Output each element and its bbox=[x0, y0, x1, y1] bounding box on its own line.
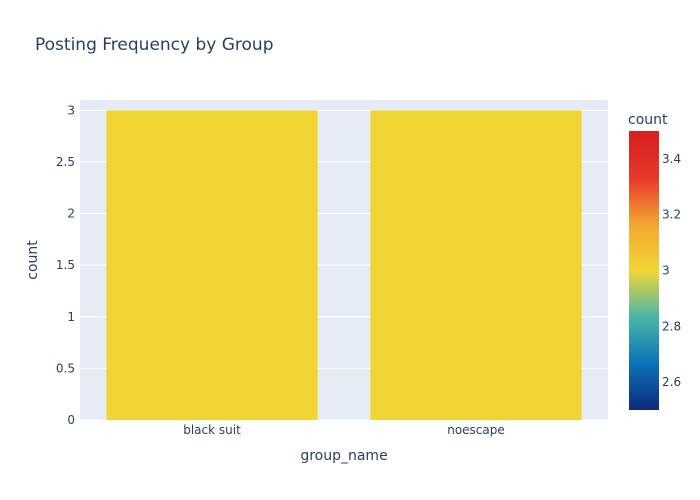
y-tick-label: 2.5 bbox=[56, 155, 75, 169]
y-tick-label: 3 bbox=[67, 103, 75, 117]
y-axis-title: count bbox=[25, 240, 41, 280]
colorbar-tick-label: 3 bbox=[662, 264, 670, 278]
bar bbox=[370, 110, 582, 421]
y-tick-label: 2 bbox=[67, 207, 75, 221]
x-axis-title: group_name bbox=[300, 448, 387, 464]
colorbar-title: count bbox=[628, 112, 668, 128]
colorbar-tick-label: 2.6 bbox=[662, 375, 681, 389]
colorbar-tick-label: 3.2 bbox=[662, 208, 681, 222]
colorbar-tick-label: 2.8 bbox=[662, 319, 681, 333]
colorbar bbox=[629, 131, 659, 410]
y-tick-label: 1.5 bbox=[56, 258, 75, 272]
bars bbox=[106, 110, 582, 421]
x-tick-label: black suit bbox=[183, 423, 241, 437]
y-tick-label: 1 bbox=[67, 310, 75, 324]
y-axis-ticks: 0 0.5 1 1.5 2 2.5 3 bbox=[56, 103, 75, 427]
colorbar-ticks: 2.6 2.8 3 3.2 3.4 bbox=[662, 152, 681, 389]
colorbar-tick-label: 3.4 bbox=[662, 152, 681, 166]
x-tick-label: noescape bbox=[447, 423, 505, 437]
y-tick-label: 0 bbox=[67, 413, 75, 427]
bar bbox=[106, 110, 318, 421]
x-axis-ticks: black suit noescape bbox=[183, 423, 505, 437]
chart-title: Posting Frequency by Group bbox=[35, 35, 274, 55]
y-tick-label: 0.5 bbox=[56, 361, 75, 375]
